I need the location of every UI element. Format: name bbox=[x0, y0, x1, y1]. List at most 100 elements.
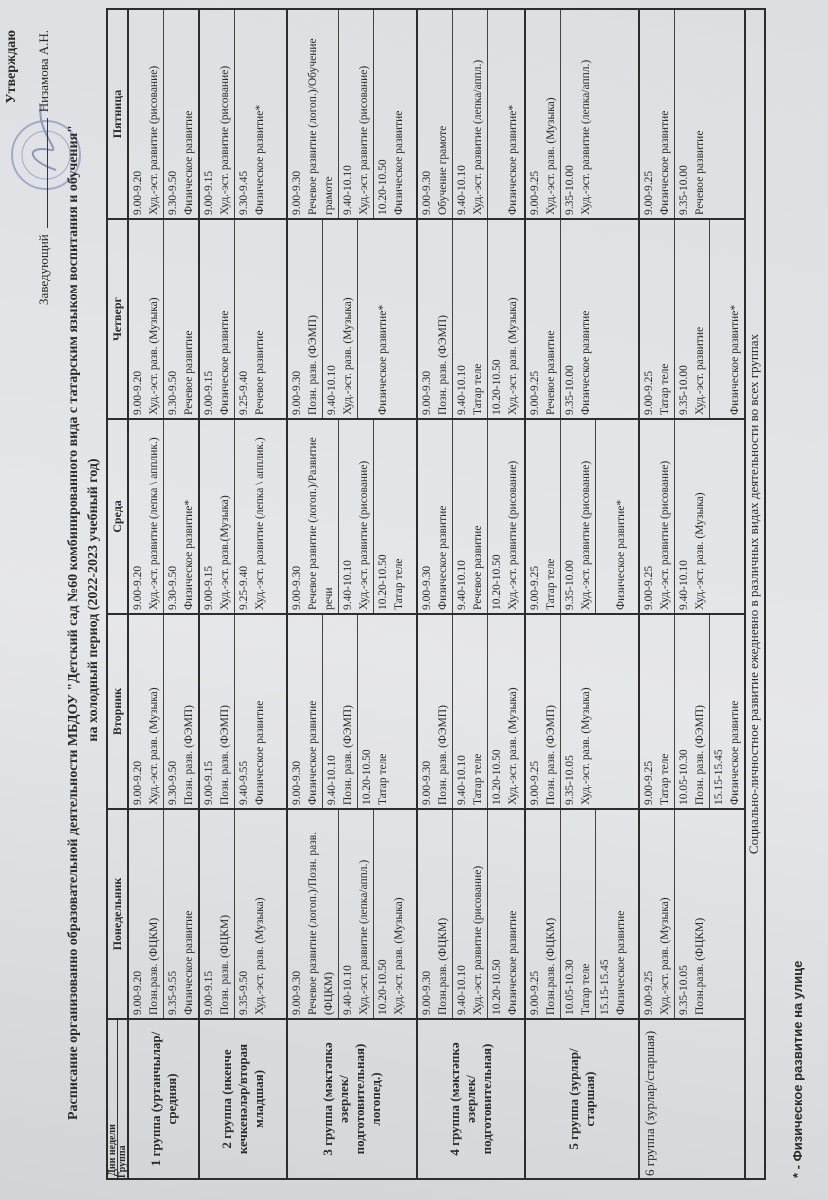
approve-label: Утверждаю bbox=[4, 30, 19, 104]
lesson-time: 9.30-9.45 bbox=[238, 170, 250, 215]
lesson-slot: 9.25-9.40 Худ.-эст. развитие (лепка \ апп… bbox=[235, 420, 269, 613]
lesson-activity: Худ.-эст. развитие (рисование) bbox=[659, 460, 671, 610]
lesson-time: 9.30-9.50 bbox=[167, 170, 179, 215]
lesson-time bbox=[359, 223, 375, 415]
lesson-slot: 9.40-10.10 Худ.-эст. развитие (рисование) bbox=[453, 810, 488, 1018]
lesson-slot: 9.00-9.30 Позн. разв. (ФЭМП) bbox=[418, 615, 453, 808]
header-row: Дни недели Группа Понедельник Вторник Ср… bbox=[107, 9, 128, 1179]
signature-line: Заведующий Низамова А.Н. bbox=[36, 30, 52, 305]
document-subtitle: на холодный период (2022-2023 учебный го… bbox=[86, 458, 101, 742]
schedule-cell: 9.00-9.25 Татар теле 9.35-10.00 Худ.-эст. р… bbox=[525, 419, 639, 614]
lesson-activity: Позн. разв. (ФЭМП) bbox=[183, 705, 195, 805]
lesson-activity: Речевое развитие (логоп.)/Позн. разв.(ФЦ… bbox=[307, 831, 335, 1015]
schedule-cell: 9.00-9.30 Позн. разв. (ФЭМП) 9.40-10.10 Тат… bbox=[417, 219, 525, 419]
lesson-slot: 9.35-10.00 Речевое развитие bbox=[675, 10, 709, 218]
lesson-activity: Речевое развитие (логоп.)/Обучение грамо… bbox=[307, 38, 335, 215]
lesson-time: 9.40-10.10 bbox=[342, 165, 354, 215]
lesson-slot: 9.00-9.30 Физическое развитие bbox=[418, 420, 453, 613]
lesson-activity: Худ.-эст. разв. (Музыка) bbox=[342, 297, 354, 415]
group-name: 3 группа (мәктәпкә әзерлек/подготовитель… bbox=[287, 1019, 417, 1179]
lesson-activity: Худ.-эст. развитие (лепка/аппл.) bbox=[358, 859, 370, 1015]
lesson-slot: 9.35-10.00 Худ.-эст. развитие (лепка/аппл… bbox=[561, 10, 595, 218]
lesson-time bbox=[489, 13, 505, 215]
lesson-activity: Физическое развитие bbox=[219, 310, 231, 415]
lesson-time: 9.40-10.10 bbox=[456, 560, 468, 610]
lesson-time: 9.00-9.30 bbox=[291, 760, 303, 805]
lesson-time: 9.35-9.50 bbox=[238, 970, 250, 1015]
lesson-activity: Татар теле bbox=[580, 963, 592, 1015]
lesson-activity: Физическое развитие* bbox=[183, 499, 195, 610]
lesson-time: 9.35-10.00 bbox=[564, 165, 576, 215]
lesson-activity: Худ.-эст. разв.(Музыка) bbox=[219, 495, 231, 610]
lesson-slot: 15.15-15.45 Физическое развитие bbox=[596, 810, 630, 1018]
head-name: Низамова А.Н. bbox=[36, 30, 51, 113]
lesson-time: 10.20-10.50 bbox=[491, 749, 503, 805]
group-row: 6 группа (зурлар/старшая) 9.00-9.25 Худ.-э… bbox=[639, 9, 745, 1179]
lesson-activity: Позн. разв. (ФЭМП) bbox=[342, 705, 354, 805]
lesson-slot: 9.00-9.30 Речевое развитие (логоп.)/Разви… bbox=[288, 420, 339, 613]
lesson-activity: Речевое развитие bbox=[183, 330, 195, 415]
lesson-time bbox=[711, 223, 727, 415]
lesson-time: 9.00-9.25 bbox=[643, 370, 655, 415]
lesson-slot: 9.00-9.30 Физическое развитие bbox=[288, 615, 323, 808]
lesson-time: 9.00-9.15 bbox=[203, 170, 215, 215]
schedule-cell: 9.00-9.20 Худ.-эст. разв. (Музыка) 9.30-9.… bbox=[128, 219, 199, 419]
lesson-time: 9.00-9.25 bbox=[643, 760, 655, 805]
group-row: 4 группа (мәктәпкә әзерлек/подготовитель… bbox=[417, 9, 525, 1179]
lesson-activity: Худ.-эст. разв. (Музыка) bbox=[545, 97, 557, 215]
lesson-time: 10.20-10.50 bbox=[491, 959, 503, 1015]
document-title: Расписание организованно образовательной… bbox=[66, 125, 81, 1120]
lesson-slot: Физическое развитие* bbox=[710, 220, 744, 418]
lesson-time: 9.00-9.25 bbox=[529, 370, 541, 415]
lesson-slot: 9.00-9.25 Татар теле bbox=[640, 615, 675, 808]
schedule-cell: 9.00-9.20 Худ.-эст. развитие (лепка \ апп… bbox=[128, 419, 199, 614]
lesson-slot: 10.20-10.50 Худ.-эст. разв. (Музыка) bbox=[374, 810, 408, 1018]
lesson-activity: Худ.-эст. разв. (Музыка) bbox=[254, 897, 266, 1015]
lesson-time: 9.40-10.10 bbox=[456, 165, 468, 215]
lesson-time: 9.40-10.10 bbox=[326, 755, 338, 805]
schedule-cell: 9.00-9.30 Речевое развитие (логоп.)/Позн.… bbox=[287, 809, 417, 1019]
lesson-slot: 9.00-9.15 Физическое развитие bbox=[200, 220, 235, 418]
schedule-cell: 9.00-9.30 Речевое развитие (логоп.)/Обуче… bbox=[287, 9, 417, 219]
lesson-activity: Татар теле bbox=[659, 753, 671, 805]
lesson-activity: Обучение грамоте bbox=[437, 125, 449, 215]
lesson-time: 9.35-10.05 bbox=[678, 965, 690, 1015]
footer-row: Социально-личностное развитие ежедневно … bbox=[745, 9, 765, 1179]
lesson-slot: 9.00-9.25 Худ.-эст. разв. (Музыка) bbox=[526, 10, 561, 218]
lesson-time: 9.00-9.30 bbox=[421, 170, 433, 215]
lesson-slot: 9.40-9.55 Физическое развитие bbox=[235, 615, 269, 808]
lesson-time: 9.35-10.00 bbox=[564, 560, 576, 610]
lesson-activity: Позн. разв. (ФЭМП) bbox=[307, 315, 319, 415]
lesson-activity: Физическое развитие bbox=[580, 310, 592, 415]
schedule-cell: 9.00-9.15 Позн. разв. (ФЭМП) 9.40-9.55 Физи… bbox=[199, 614, 287, 809]
lesson-slot: 9.00-9.30 Обучение грамоте bbox=[418, 10, 453, 218]
day-header: Пятница bbox=[107, 9, 128, 219]
lesson-time: 9.00-9.20 bbox=[132, 370, 144, 415]
lesson-slot: 9.35-10.00 Физическое развитие bbox=[561, 220, 595, 418]
lesson-slot: 9.00-9.25 Позн. разв. (ФЭМП) bbox=[526, 615, 561, 808]
lesson-slot: 9.30-9.50 Позн. разв. (ФЭМП) bbox=[164, 615, 198, 808]
lesson-slot: 10.05-10.30 Позн. разв. (ФЭМП) bbox=[675, 615, 710, 808]
schedule-cell: 9.00-9.25 Худ.-эст. разв. (Музыка) 9.35-10… bbox=[639, 809, 745, 1019]
lesson-slot: 9.00-9.20 Худ.-эст. развитие (рисование) bbox=[129, 10, 164, 218]
lesson-activity: Худ.-эст. разв. (Музыка) bbox=[507, 687, 519, 805]
lesson-slot: 9.40-10.10 Худ.-эст. развитие (лепка/аппл… bbox=[453, 10, 488, 218]
lesson-slot: 9.40-10.10 Татар теле bbox=[453, 220, 488, 418]
lesson-activity: Физическое развитие bbox=[183, 910, 195, 1015]
lesson-slot: 9.40-10.10 Худ.-эст. разв. (Музыка) bbox=[323, 220, 358, 418]
lesson-time: 9.00-9.30 bbox=[421, 565, 433, 610]
lesson-time: 9.40-9.55 bbox=[238, 760, 250, 805]
lesson-activity: Худ.-эст. разв. (Музыка) bbox=[694, 492, 706, 610]
corner-group-label: Группа bbox=[117, 1145, 128, 1178]
lesson-slot: 9.00-9.25 Татар теле bbox=[526, 420, 561, 613]
lesson-slot: 10.20-10.50 Татар теле bbox=[374, 420, 408, 613]
lesson-slot: 9.00-9.20 Позн.разв. (ФЦКМ) bbox=[129, 810, 164, 1018]
lesson-slot: 15.15-15.45 Физическое развитие bbox=[710, 615, 744, 808]
lesson-slot: 9.00-9.25 Позн.разв. (ФЦКМ) bbox=[526, 810, 561, 1018]
schedule-cell: 9.00-9.30 Позн. разв. (ФЭМП) 9.40-10.10 Худ… bbox=[287, 219, 417, 419]
lesson-time: 9.00-9.25 bbox=[643, 970, 655, 1015]
schedule-cell: 9.00-9.25 Татар теле 10.05-10.30 Позн. разв… bbox=[639, 614, 745, 809]
lesson-time: 9.35-10.00 bbox=[564, 365, 576, 415]
schedule-cell: 9.00-9.15 Худ.-эст. развитие (рисование) 9… bbox=[199, 9, 287, 219]
schedule-cell: 9.00-9.30 Речевое развитие (логоп.)/Разви… bbox=[287, 419, 417, 614]
